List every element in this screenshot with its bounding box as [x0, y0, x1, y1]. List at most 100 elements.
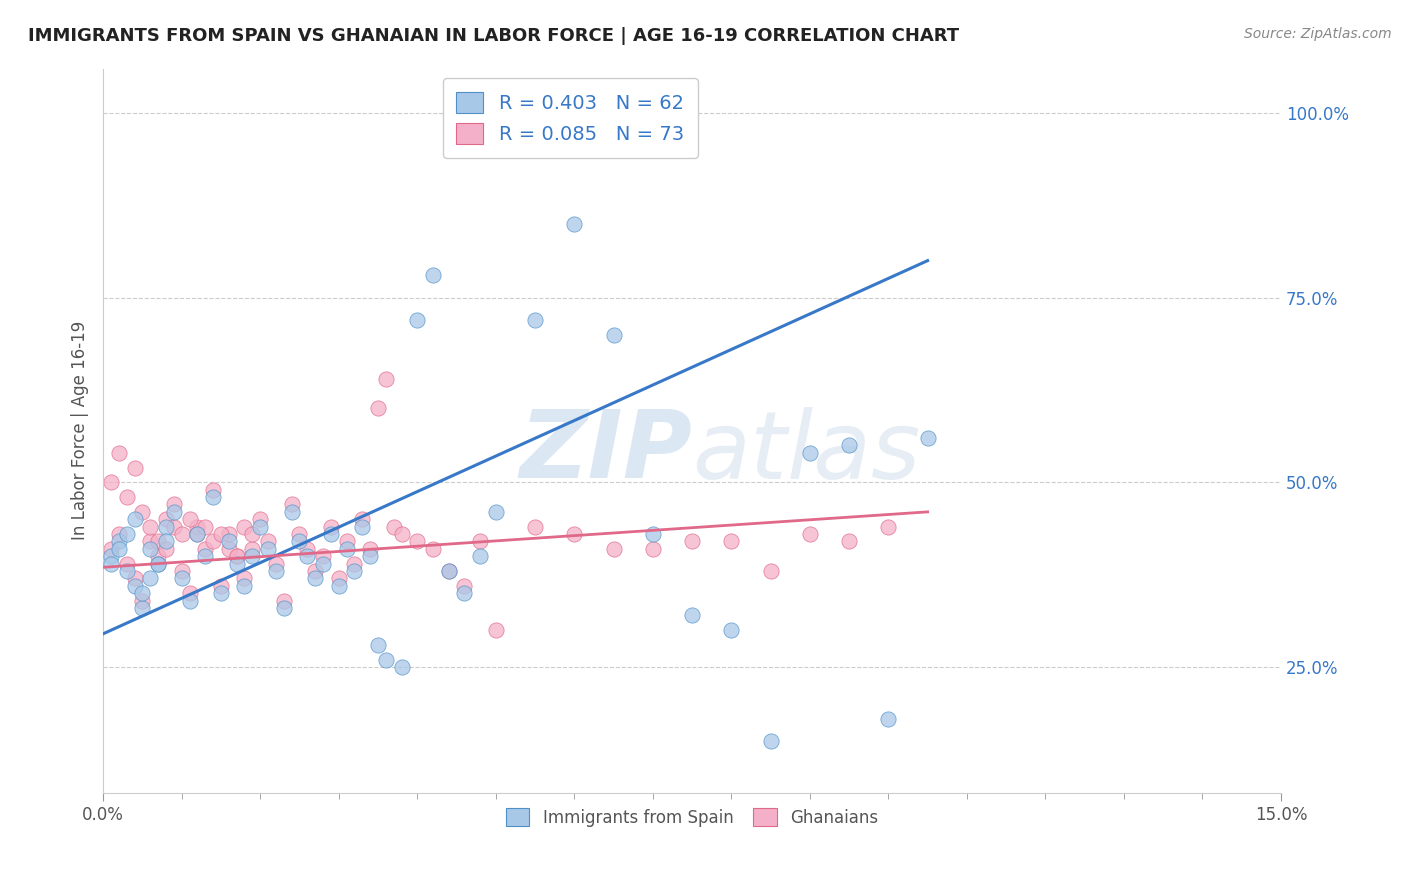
Point: [437, 564, 460, 578]
Point: [139, 541, 162, 556]
Point: [124, 571, 146, 585]
Point: [124, 579, 146, 593]
Point: [225, 557, 247, 571]
Point: [352, 519, 374, 533]
Point: [681, 608, 703, 623]
Point: [225, 549, 247, 564]
Point: [391, 527, 413, 541]
Text: Source: ZipAtlas.com: Source: ZipAtlas.com: [1244, 27, 1392, 41]
Point: [124, 512, 146, 526]
Point: [319, 519, 342, 533]
Point: [100, 549, 122, 564]
Point: [485, 505, 508, 519]
Point: [233, 519, 256, 533]
Point: [240, 549, 263, 564]
Point: [280, 505, 302, 519]
Point: [257, 534, 280, 549]
Text: ZIP: ZIP: [519, 407, 692, 499]
Point: [240, 541, 263, 556]
Point: [468, 549, 491, 564]
Point: [280, 498, 302, 512]
Point: [799, 527, 821, 541]
Point: [146, 557, 169, 571]
Point: [453, 579, 475, 593]
Point: [186, 527, 208, 541]
Point: [602, 541, 624, 556]
Point: [352, 512, 374, 526]
Point: [108, 541, 131, 556]
Point: [485, 623, 508, 637]
Point: [877, 712, 900, 726]
Point: [562, 217, 585, 231]
Point: [170, 527, 193, 541]
Point: [524, 519, 547, 533]
Point: [422, 541, 444, 556]
Point: [257, 541, 280, 556]
Point: [163, 498, 186, 512]
Point: [312, 549, 335, 564]
Point: [382, 519, 405, 533]
Point: [218, 534, 240, 549]
Point: [108, 534, 131, 549]
Point: [681, 534, 703, 549]
Point: [131, 593, 153, 607]
Point: [422, 268, 444, 283]
Point: [131, 601, 153, 615]
Point: [108, 446, 131, 460]
Text: IMMIGRANTS FROM SPAIN VS GHANAIAN IN LABOR FORCE | AGE 16-19 CORRELATION CHART: IMMIGRANTS FROM SPAIN VS GHANAIAN IN LAB…: [28, 27, 959, 45]
Point: [328, 571, 350, 585]
Point: [186, 519, 208, 533]
Point: [273, 601, 295, 615]
Point: [264, 564, 287, 578]
Point: [720, 623, 742, 637]
Point: [343, 564, 366, 578]
Point: [453, 586, 475, 600]
Text: atlas: atlas: [692, 407, 921, 498]
Point: [359, 549, 381, 564]
Point: [124, 460, 146, 475]
Point: [249, 519, 271, 533]
Point: [139, 571, 162, 585]
Point: [312, 557, 335, 571]
Point: [108, 527, 131, 541]
Point: [562, 527, 585, 541]
Point: [524, 312, 547, 326]
Point: [179, 593, 201, 607]
Point: [202, 534, 225, 549]
Point: [163, 505, 186, 519]
Legend: Immigrants from Spain, Ghanaians: Immigrants from Spain, Ghanaians: [498, 799, 886, 835]
Point: [233, 571, 256, 585]
Point: [297, 549, 319, 564]
Point: [155, 512, 177, 526]
Point: [343, 557, 366, 571]
Point: [163, 519, 186, 533]
Point: [720, 534, 742, 549]
Point: [264, 557, 287, 571]
Point: [100, 475, 122, 490]
Point: [100, 541, 122, 556]
Point: [288, 527, 311, 541]
Point: [335, 541, 357, 556]
Point: [115, 564, 138, 578]
Point: [225, 549, 247, 564]
Point: [641, 527, 664, 541]
Point: [391, 660, 413, 674]
Point: [146, 557, 169, 571]
Point: [233, 579, 256, 593]
Point: [115, 490, 138, 504]
Point: [406, 312, 429, 326]
Point: [249, 512, 271, 526]
Point: [304, 571, 326, 585]
Point: [209, 527, 232, 541]
Point: [328, 579, 350, 593]
Point: [319, 527, 342, 541]
Point: [367, 401, 389, 416]
Point: [139, 534, 162, 549]
Point: [131, 586, 153, 600]
Point: [194, 519, 217, 533]
Point: [139, 519, 162, 533]
Point: [100, 557, 122, 571]
Point: [297, 541, 319, 556]
Y-axis label: In Labor Force | Age 16-19: In Labor Force | Age 16-19: [72, 321, 89, 541]
Point: [170, 564, 193, 578]
